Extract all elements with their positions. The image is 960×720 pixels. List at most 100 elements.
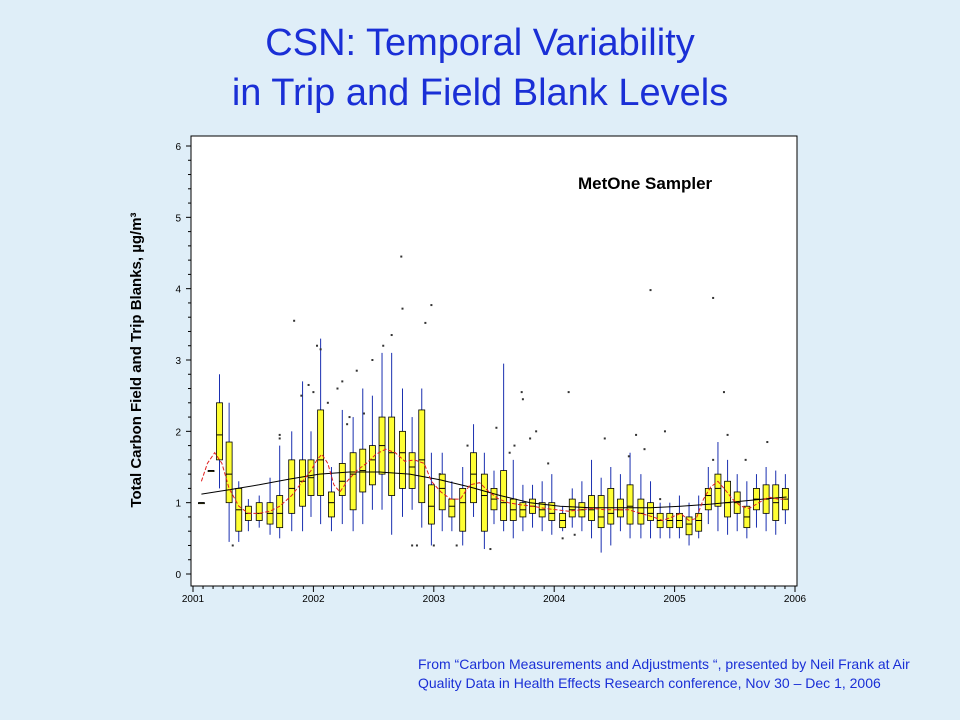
box-iqr bbox=[299, 459, 306, 507]
box-iqr bbox=[388, 416, 396, 496]
outlier-point bbox=[766, 441, 769, 444]
y-axis-label: Total Carbon Field and Trip Blanks, µg/m… bbox=[128, 212, 145, 507]
outlier-point bbox=[513, 444, 516, 447]
outlier-point bbox=[712, 296, 715, 299]
smooth-trend-black bbox=[201, 471, 787, 509]
outlier-point bbox=[535, 430, 538, 433]
outlier-point bbox=[278, 433, 281, 436]
box-iqr bbox=[225, 441, 233, 504]
outlier-point bbox=[561, 537, 564, 540]
x-tick-label: 2006 bbox=[784, 594, 807, 605]
box-iqr bbox=[695, 512, 703, 532]
outlier-point bbox=[520, 391, 523, 394]
box-iqr bbox=[448, 498, 456, 518]
box-iqr bbox=[328, 491, 335, 518]
outlier-point bbox=[326, 401, 329, 404]
box-iqr bbox=[349, 452, 357, 511]
outlier-point bbox=[659, 498, 662, 501]
outlier-point bbox=[346, 423, 349, 426]
outlier-point bbox=[495, 426, 498, 429]
outlier-point bbox=[355, 369, 358, 372]
outlier-point bbox=[307, 383, 310, 386]
box-iqr bbox=[459, 487, 467, 532]
outlier-point bbox=[371, 359, 374, 361]
box-iqr bbox=[317, 409, 325, 496]
outlier-point bbox=[348, 416, 351, 419]
box-iqr bbox=[626, 484, 634, 525]
outlier-point bbox=[362, 412, 365, 415]
x-tick-label: 2001 bbox=[182, 594, 205, 605]
outlier-point bbox=[521, 398, 524, 401]
box-iqr bbox=[427, 484, 435, 525]
outlier-point bbox=[529, 437, 532, 440]
outlier-point bbox=[466, 444, 469, 447]
outlier-point bbox=[336, 387, 339, 390]
y-tick-label: 4 bbox=[175, 285, 181, 296]
box-iqr bbox=[470, 452, 477, 504]
outlier-point bbox=[627, 455, 630, 458]
box-iqr bbox=[724, 480, 731, 518]
y-tick-label: 1 bbox=[175, 499, 181, 510]
y-tick-label: 5 bbox=[175, 213, 181, 224]
outlier-point bbox=[411, 544, 414, 547]
box-iqr bbox=[685, 516, 693, 536]
box-iqr bbox=[255, 502, 263, 521]
x-tick-label: 2003 bbox=[423, 594, 446, 605]
outlier-point bbox=[300, 394, 303, 397]
box-iqr bbox=[647, 502, 654, 521]
outlier-point bbox=[635, 433, 638, 436]
y-tick-label: 2 bbox=[175, 427, 181, 438]
outlier-point bbox=[341, 380, 344, 383]
outlier-point bbox=[663, 430, 666, 433]
sampler-annotation: MetOne Sampler bbox=[578, 174, 713, 193]
outlier-point bbox=[744, 458, 747, 461]
box-iqr bbox=[597, 495, 605, 529]
x-tick-label: 2002 bbox=[302, 594, 325, 605]
outlier-point bbox=[489, 548, 492, 551]
outlier-point bbox=[603, 437, 606, 440]
outlier-point bbox=[278, 437, 281, 440]
outlier-point bbox=[567, 391, 570, 394]
outlier-point bbox=[424, 321, 427, 324]
box-iqr bbox=[399, 430, 406, 489]
box-iqr bbox=[637, 498, 645, 525]
outlier-point bbox=[643, 448, 646, 451]
box-iqr bbox=[288, 459, 296, 514]
box-iqr bbox=[438, 473, 446, 511]
box-iqr bbox=[548, 502, 556, 521]
box-iqr bbox=[568, 498, 576, 518]
outlier-point bbox=[319, 348, 322, 351]
outlier-point bbox=[293, 319, 296, 322]
outlier-point bbox=[316, 344, 319, 347]
outlier-point bbox=[382, 344, 385, 347]
box-iqr bbox=[714, 473, 722, 507]
outlier-point bbox=[508, 451, 511, 454]
outlier-point bbox=[430, 304, 433, 307]
outlier-point bbox=[547, 462, 550, 465]
outlier-point bbox=[432, 544, 435, 547]
outlier-point bbox=[415, 544, 418, 547]
outlier-point bbox=[573, 533, 576, 536]
outlier-point bbox=[726, 433, 729, 436]
box-iqr bbox=[276, 495, 284, 529]
box-iqr bbox=[408, 452, 416, 489]
box-iqr bbox=[368, 445, 376, 486]
outlier-point bbox=[712, 458, 715, 461]
outlier-point bbox=[231, 544, 234, 547]
outlier-point bbox=[401, 307, 404, 310]
outlier-point bbox=[400, 255, 403, 258]
box-iqr bbox=[704, 487, 712, 511]
x-tick-label: 2004 bbox=[543, 594, 566, 605]
smooth-trend-red bbox=[200, 448, 787, 522]
box-iqr bbox=[607, 487, 615, 525]
y-tick-label: 0 bbox=[175, 570, 181, 581]
x-tick-label: 2005 bbox=[663, 594, 686, 605]
outlier-point bbox=[649, 289, 652, 292]
y-tick-label: 6 bbox=[175, 142, 181, 153]
outlier-point bbox=[390, 334, 393, 337]
source-citation: From “Carbon Measurements and Adjustment… bbox=[418, 656, 910, 691]
slide-title-line-1: CSN: Temporal Variability bbox=[265, 22, 695, 64]
outlier-point bbox=[722, 391, 725, 394]
box-iqr bbox=[216, 402, 223, 461]
